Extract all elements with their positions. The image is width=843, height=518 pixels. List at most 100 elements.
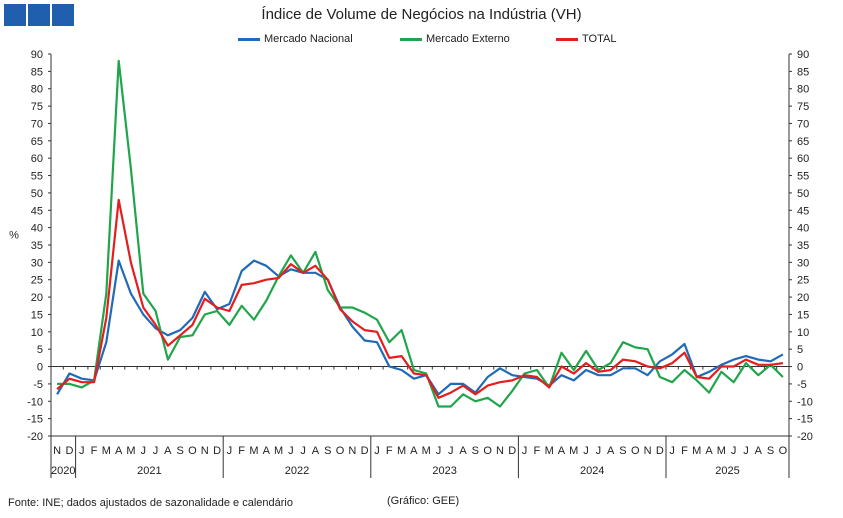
y-tick-label-right: 60	[797, 153, 809, 165]
y-tick-label-left: 30	[31, 257, 43, 269]
source-note: Fonte: INE; dados ajustados de sazonalid…	[8, 497, 293, 509]
y-tick-label-left: 25	[31, 275, 43, 287]
x-month-label: S	[767, 445, 774, 457]
y-tick-label-right: -5	[797, 379, 807, 391]
y-tick-label-right: 50	[797, 188, 809, 200]
y-tick-label-right: 10	[797, 327, 809, 339]
x-month-label: O	[631, 445, 640, 457]
x-year-label: 2023	[432, 465, 456, 477]
x-month-label: A	[755, 445, 763, 457]
x-month-label: J	[731, 445, 737, 457]
x-month-label: N	[201, 445, 209, 457]
x-month-label: J	[374, 445, 380, 457]
y-tick-label-left: 20	[31, 292, 43, 304]
y-axis-label: %	[9, 230, 19, 242]
x-month-label: A	[410, 445, 418, 457]
x-month-label: O	[188, 445, 197, 457]
logo	[4, 4, 74, 26]
x-month-label: A	[607, 445, 615, 457]
legend-swatch	[238, 37, 260, 41]
x-month-label: J	[596, 445, 602, 457]
y-tick-label-left: 50	[31, 188, 43, 200]
x-month-label: F	[386, 445, 393, 457]
y-tick-label-left: -20	[27, 431, 43, 443]
x-month-label: J	[743, 445, 749, 457]
y-tick-label-right: 25	[797, 275, 809, 287]
x-month-label: N	[348, 445, 356, 457]
y-tick-label-right: 0	[797, 362, 803, 374]
y-tick-label-right: -20	[797, 431, 813, 443]
x-month-label: S	[472, 445, 479, 457]
x-month-label: N	[53, 445, 61, 457]
y-tick-label-left: 75	[31, 101, 43, 113]
x-month-label: D	[656, 445, 664, 457]
graph-credit: (Gráfico: GEE)	[387, 495, 460, 507]
x-month-label: M	[274, 445, 283, 457]
x-month-label: M	[545, 445, 554, 457]
y-tick-label-right: 80	[797, 84, 809, 96]
logo-square	[4, 4, 26, 26]
x-month-label: J	[141, 445, 147, 457]
y-tick-label-right: 55	[797, 171, 809, 183]
x-month-label: J	[300, 445, 306, 457]
x-month-label: M	[569, 445, 578, 457]
y-tick-label-left: 65	[31, 136, 43, 148]
chart-legend: Mercado Nacional Mercado Externo TOTAL	[0, 33, 843, 47]
legend-swatch	[400, 37, 422, 41]
x-month-label: O	[336, 445, 345, 457]
legend-item-mercado-nacional: Mercado Nacional	[238, 33, 353, 45]
y-tick-label-left: 90	[31, 49, 43, 61]
x-month-label: J	[227, 445, 233, 457]
y-tick-label-right: 20	[797, 292, 809, 304]
y-tick-label-right: 75	[797, 101, 809, 113]
x-month-label: M	[717, 445, 726, 457]
y-tick-label-right: 65	[797, 136, 809, 148]
x-month-label: D	[213, 445, 221, 457]
x-month-label: S	[176, 445, 183, 457]
y-tick-label-right: 45	[797, 205, 809, 217]
x-month-label: N	[496, 445, 504, 457]
y-tick-label-left: 80	[31, 84, 43, 96]
y-tick-label-left: 45	[31, 205, 43, 217]
y-tick-label-left: -10	[27, 396, 43, 408]
x-month-label: F	[238, 445, 245, 457]
y-tick-label-right: 85	[797, 66, 809, 78]
x-month-label: A	[558, 445, 566, 457]
y-tick-label-right: 40	[797, 223, 809, 235]
legend-label: Mercado Nacional	[264, 33, 353, 45]
x-month-label: M	[422, 445, 431, 457]
y-tick-label-right: -10	[797, 396, 813, 408]
legend-item-total: TOTAL	[556, 33, 616, 45]
y-tick-label-left: 15	[31, 309, 43, 321]
y-tick-label-right: 5	[797, 344, 803, 356]
y-tick-label-left: 70	[31, 118, 43, 130]
x-month-label: J	[583, 445, 589, 457]
legend-label: Mercado Externo	[426, 33, 510, 45]
x-month-label: D	[65, 445, 73, 457]
x-month-label: A	[115, 445, 123, 457]
y-tick-label-right: -15	[797, 414, 813, 426]
series-line-mercado-externo	[57, 59, 784, 408]
x-month-label: J	[436, 445, 442, 457]
x-month-label: N	[644, 445, 652, 457]
x-month-label: F	[91, 445, 98, 457]
chart-title: Índice de Volume de Negócios na Indústri…	[261, 6, 582, 23]
x-month-label: F	[533, 445, 540, 457]
x-month-label: A	[164, 445, 172, 457]
y-tick-label-left: 60	[31, 153, 43, 165]
x-month-label: A	[263, 445, 271, 457]
y-tick-label-left: 5	[37, 344, 43, 356]
x-month-label: D	[361, 445, 369, 457]
y-tick-label-left: 35	[31, 240, 43, 252]
x-month-label: F	[681, 445, 688, 457]
x-month-label: S	[619, 445, 626, 457]
x-month-label: J	[79, 445, 85, 457]
y-tick-label-left: 0	[37, 362, 43, 374]
y-tick-label-left: -5	[33, 379, 43, 391]
x-month-label: J	[669, 445, 675, 457]
x-year-label: 2025	[715, 465, 739, 477]
y-tick-label-right: 35	[797, 240, 809, 252]
y-tick-label-left: -15	[27, 414, 43, 426]
y-tick-label-left: 55	[31, 171, 43, 183]
